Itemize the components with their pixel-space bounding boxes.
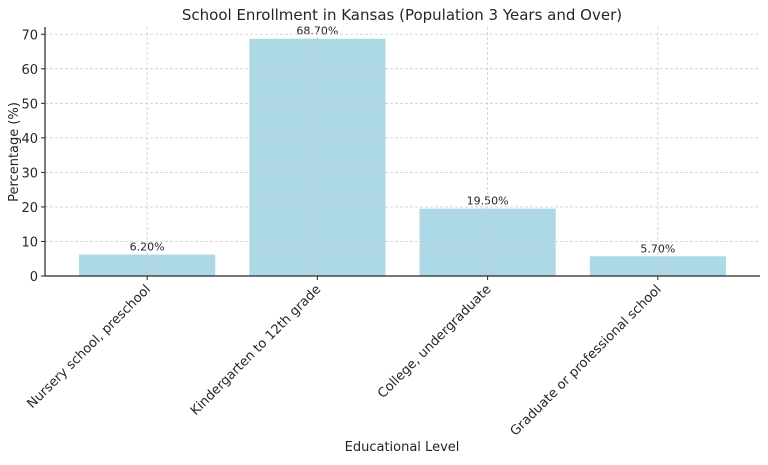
axes: 0 10 20 30 40 50 60 70 Nursery school, preschool… [21, 27, 760, 439]
y-axis-label: Percentage (%) [7, 102, 22, 202]
data-label: 68.70% [296, 25, 338, 38]
y-tick-label: 40 [21, 132, 38, 147]
bars: 6.20%68.70%19.50%5.70% [79, 25, 726, 277]
x-tick-label: Nursery school, preschool [24, 282, 154, 412]
y-tick-label: 50 [21, 97, 38, 112]
y-tick-label: 70 [21, 28, 38, 43]
grid [45, 27, 760, 277]
chart-title: School Enrollment in Kansas (Population … [182, 6, 622, 24]
y-tick-label: 0 [30, 270, 38, 285]
bar [589, 256, 726, 276]
x-axis-label: Educational Level [345, 440, 460, 455]
data-label: 19.50% [467, 195, 509, 208]
y-tick-label: 20 [21, 201, 38, 216]
x-tick-label: Graduate or professional school [508, 282, 665, 439]
y-tick-label: 10 [21, 235, 38, 250]
bar [79, 254, 216, 276]
x-tick-label: Kindergarten to 12th grade [188, 282, 324, 418]
y-tick-label: 30 [21, 166, 38, 181]
x-tick-label: College, undergraduate [375, 282, 494, 401]
y-tick-label: 60 [21, 63, 38, 78]
